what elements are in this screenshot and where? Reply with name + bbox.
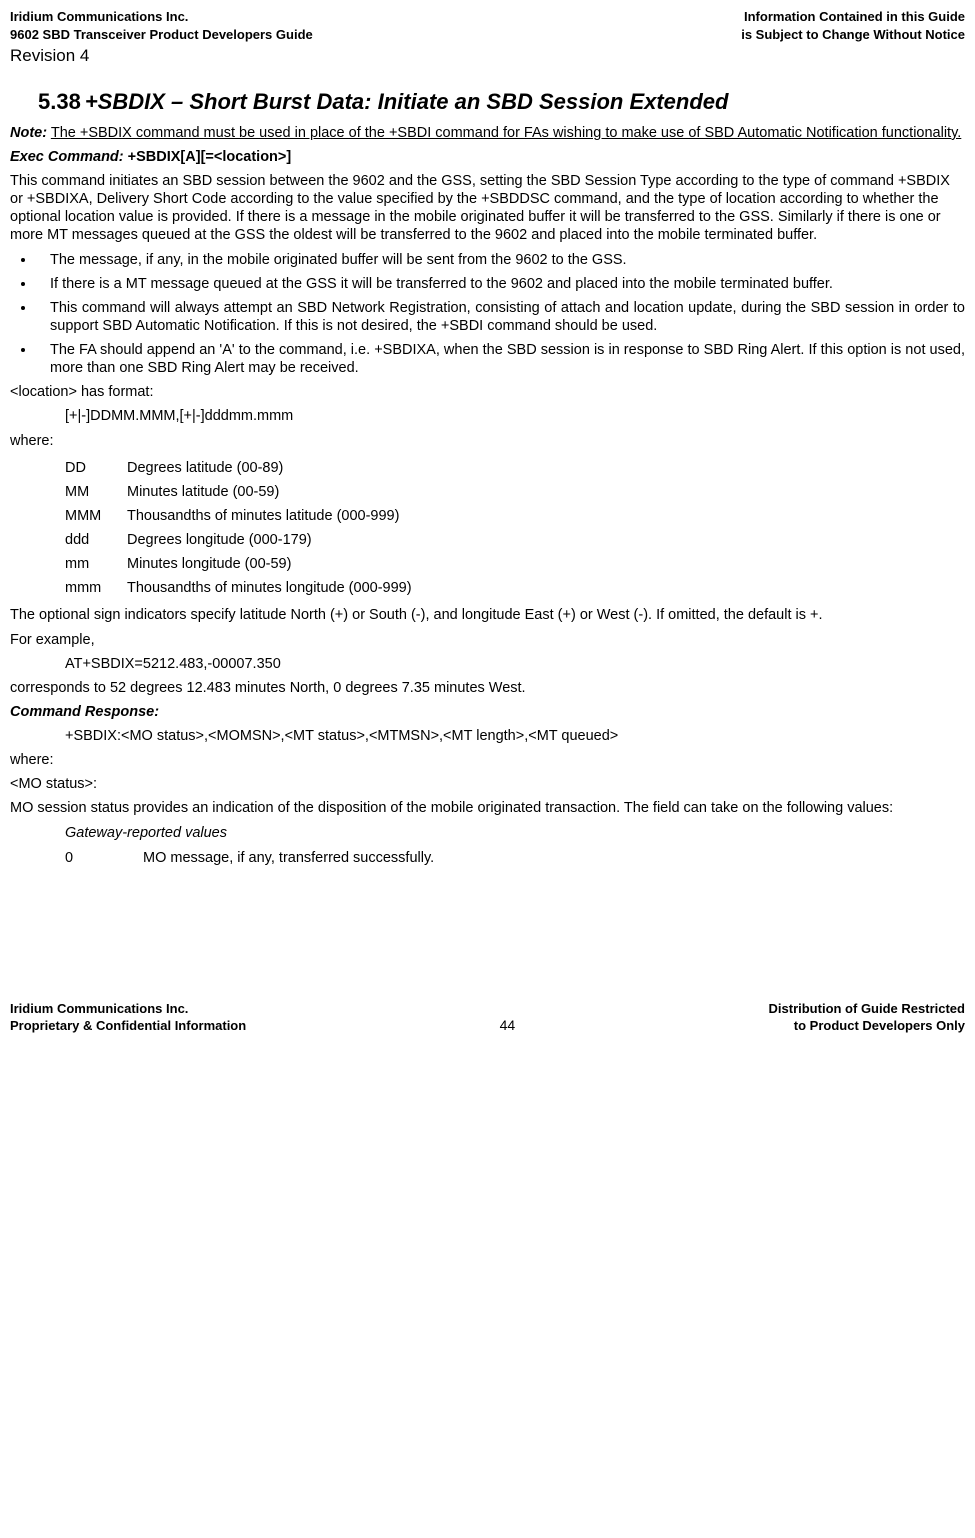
header-left: Iridium Communications Inc. 9602 SBD Tra… [10, 8, 313, 43]
table-row: dddDegrees longitude (000-179) [65, 528, 412, 552]
location-has-format: <location> has format: [10, 383, 965, 401]
page-footer: Iridium Communications Inc. Proprietary … [10, 1000, 965, 1035]
bullet-item: This command will always attempt an SBD … [36, 299, 965, 335]
company-name: Iridium Communications Inc. [10, 8, 313, 26]
footer-wrap: Iridium Communications Inc. Proprietary … [10, 1000, 965, 1035]
def-val: Degrees latitude (00-89) [127, 456, 412, 480]
where-label: where: [10, 432, 965, 450]
doc-title: 9602 SBD Transceiver Product Developers … [10, 26, 313, 44]
example-desc: corresponds to 52 degrees 12.483 minutes… [10, 679, 965, 697]
footer-dist-1: Distribution of Guide Restricted [769, 1000, 965, 1018]
command-response-label: Command Response: [10, 703, 965, 721]
val-desc: MO message, if any, transferred successf… [143, 846, 434, 870]
location-format: [+|-]DDMM.MMM,[+|-]dddmm.mmm [65, 407, 965, 425]
def-key: MMM [65, 504, 127, 528]
table-row: DDDegrees latitude (00-89) [65, 456, 412, 480]
header-right: Information Contained in this Guide is S… [741, 8, 965, 43]
def-val: Minutes latitude (00-59) [127, 480, 412, 504]
bullet-list: The message, if any, in the mobile origi… [10, 251, 965, 378]
def-key: ddd [65, 528, 127, 552]
note-text: The +SBDIX command must be used in place… [51, 125, 961, 141]
response-label-text: Command Response: [10, 704, 159, 720]
def-key: mm [65, 552, 127, 576]
for-example: For example, [10, 631, 965, 649]
def-val: Thousandths of minutes longitude (000-99… [127, 576, 412, 600]
bullet-item: The message, if any, in the mobile origi… [36, 251, 965, 269]
val-key: 0 [65, 846, 143, 870]
header-info-1: Information Contained in this Guide [741, 8, 965, 26]
intro-paragraph: This command initiates an SBD session be… [10, 172, 965, 245]
exec-command: +SBDIX[A][=<location>] [124, 149, 292, 165]
exec-command-line: Exec Command: +SBDIX[A][=<location>] [10, 148, 965, 166]
bullet-item: If there is a MT message queued at the G… [36, 275, 965, 293]
table-row: mmMinutes longitude (00-59) [65, 552, 412, 576]
mo-status-desc: MO session status provides an indication… [10, 799, 965, 817]
mo-status-label: <MO status>: [10, 775, 965, 793]
footer-left: Iridium Communications Inc. Proprietary … [10, 1000, 246, 1035]
example-command: AT+SBDIX=5212.483,-00007.350 [65, 655, 965, 673]
location-defs-table: DDDegrees latitude (00-89) MMMinutes lat… [65, 456, 412, 601]
section-title: +SBDIX – Short Burst Data: Initiate an S… [85, 88, 729, 116]
header-info-2: is Subject to Change Without Notice [741, 26, 965, 44]
table-row: 0MO message, if any, transferred success… [65, 846, 434, 870]
page-number: 44 [500, 1017, 516, 1035]
def-val: Thousandths of minutes latitude (000-999… [127, 504, 412, 528]
def-key: mmm [65, 576, 127, 600]
footer-confidential: Proprietary & Confidential Information [10, 1017, 246, 1035]
footer-dist-2: to Product Developers Only [769, 1017, 965, 1035]
note: Note: The +SBDIX command must be used in… [10, 124, 965, 142]
revision: Revision 4 [10, 45, 965, 66]
bullet-item: The FA should append an 'A' to the comma… [36, 341, 965, 377]
table-row: mmmThousandths of minutes longitude (000… [65, 576, 412, 600]
footer-right: Distribution of Guide Restricted to Prod… [769, 1000, 965, 1035]
sign-note: The optional sign indicators specify lat… [10, 606, 965, 624]
exec-label: Exec Command: [10, 149, 124, 165]
section-title-row: 5.38 +SBDIX – Short Burst Data: Initiate… [10, 88, 965, 116]
page-header: Iridium Communications Inc. 9602 SBD Tra… [10, 8, 965, 43]
def-val: Degrees longitude (000-179) [127, 528, 412, 552]
values-table: 0MO message, if any, transferred success… [65, 846, 434, 870]
gateway-label: Gateway-reported values [65, 824, 965, 842]
section-number: 5.38 [38, 88, 81, 116]
def-val: Minutes longitude (00-59) [127, 552, 412, 576]
table-row: MMMThousandths of minutes latitude (000-… [65, 504, 412, 528]
def-key: DD [65, 456, 127, 480]
footer-company: Iridium Communications Inc. [10, 1000, 246, 1018]
table-row: MMMinutes latitude (00-59) [65, 480, 412, 504]
note-label: Note: [10, 125, 47, 141]
where-label-2: where: [10, 751, 965, 769]
def-key: MM [65, 480, 127, 504]
command-response: +SBDIX:<MO status>,<MOMSN>,<MT status>,<… [65, 727, 965, 745]
